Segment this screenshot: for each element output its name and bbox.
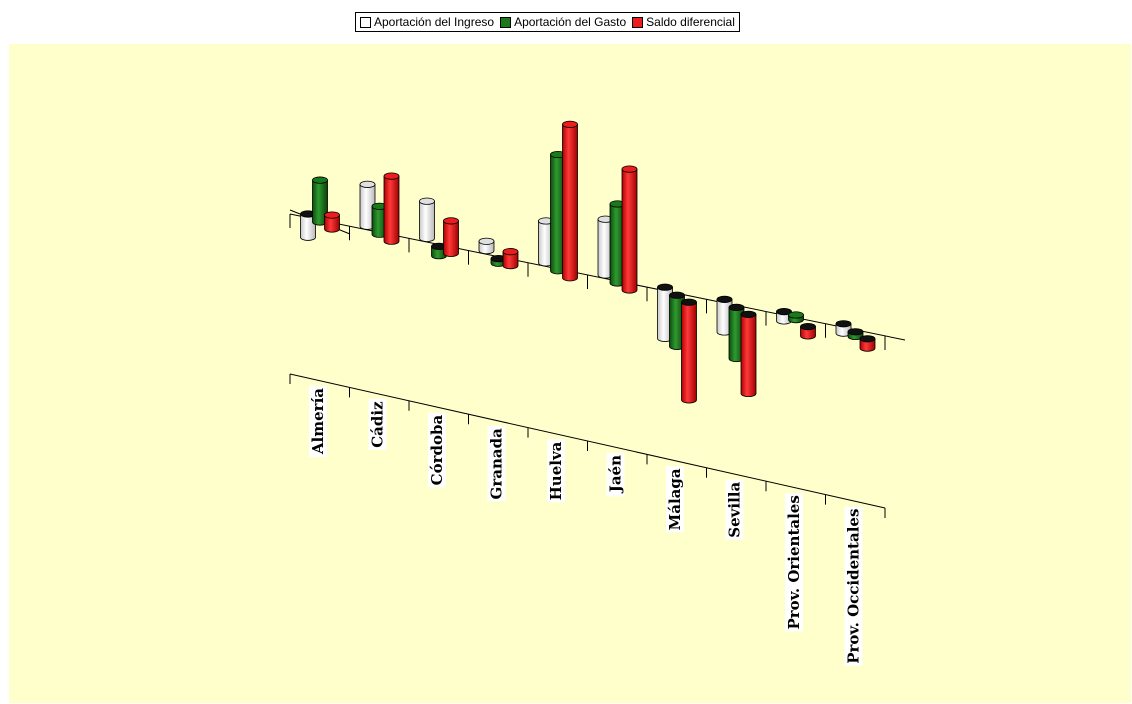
bar-cap-gasto-prov-orientales [788,311,804,319]
bar-cap-gasto-sevilla [728,303,745,311]
category-label-prov-occidentales: Prov. Occidentales [845,509,863,664]
category-label-cordoba: Córdoba [428,415,446,486]
bar-gasto-prov-orientales [788,311,804,324]
category-label-jaen: Jaén [607,455,625,494]
category-label-group-huelva: Huelva [547,439,565,503]
bar-cap-ingreso-sevilla [716,295,733,303]
bar-saldo-cadiz [383,172,400,245]
bar-gasto-malaga [669,291,685,350]
chart-legend: Aportación del Ingreso Aportación del Ga… [355,12,740,32]
bar-saldo-prov-occidentales [859,335,876,352]
bar-body-saldo-malaga [681,301,697,404]
bar-ingreso-jaen [597,215,614,279]
bar-cap-ingreso-prov-occidentales [835,320,852,328]
legend-label-gasto: Aportación del Gasto [514,15,627,29]
category-label-huelva: Huelva [547,441,565,500]
bar-body-saldo-huelva [562,123,578,282]
bar-ingreso-granada [478,237,495,255]
category-label-group-sevilla: Sevilla [725,479,744,540]
bar-cap-saldo-cadiz [383,172,400,180]
category-label-cadiz: Cádiz [369,401,387,448]
category-label-sevilla: Sevilla [726,482,744,538]
category-label-group-cordoba: Córdoba [428,412,446,488]
bar-cap-saldo-huelva [562,120,578,128]
bar-saldo-malaga [681,298,697,404]
category-label-granada: Granada [488,428,506,500]
legend-item-saldo: Saldo diferencial [632,15,735,29]
axes-layer [289,209,906,518]
bar-body-saldo-granada [502,251,519,270]
legend-item-gasto: Aportación del Gasto [500,15,626,29]
category-label-bg-almeria [309,385,327,458]
bar-cap-ingreso-cadiz [359,180,376,188]
legend-label-ingreso: Aportación del Ingreso [374,15,495,29]
bar-saldo-almeria [324,211,340,233]
bar-saldo-cordoba [443,217,459,257]
bar-cap-gasto-prov-occidentales [847,328,864,336]
bar-body-saldo-cadiz [383,175,400,245]
bar-body-ingreso-cordoba [419,200,435,242]
category-label-bg-prov-occidentales [844,506,863,666]
bar-cap-saldo-sevilla [740,310,757,318]
legend-label-saldo: Saldo diferencial [646,15,735,29]
bar-body-ingreso-almeria [300,213,316,241]
bar-gasto-prov-occidentales [847,328,864,341]
bar-ingreso-huelva [538,217,554,267]
category-label-bg-granada [487,425,506,502]
bar-body-saldo-jaen [621,168,638,294]
category-label-malaga: Málaga [666,468,684,530]
bar-cap-saldo-prov-orientales [800,322,816,331]
bar-gasto-sevilla [728,303,745,363]
bar-cap-saldo-almeria [324,211,340,219]
bar-cap-saldo-granada [502,248,519,256]
category-label-almeria: Almería [309,388,327,455]
bar-ingreso-cordoba [419,197,435,242]
bar-cap-saldo-malaga [681,298,697,306]
bar-cap-gasto-almeria [312,176,328,184]
category-label-prov-orientales: Prov. Orientales [785,495,803,629]
bar-saldo-granada [502,248,519,270]
category-label-group-jaen: Jaén [606,452,625,497]
category-label-bg-sevilla [725,479,744,540]
bar-cap-ingreso-granada [478,237,495,245]
category-label-bg-malaga [666,466,684,533]
legend-swatch-saldo [632,16,644,28]
bar-gasto-jaen [609,200,626,287]
bar-body-saldo-almeria [324,214,340,233]
bar-cap-saldo-jaen [621,165,638,173]
bar-saldo-sevilla [740,310,757,398]
legend-item-ingreso: Aportación del Ingreso [360,15,494,29]
bar-cap-ingreso-cordoba [419,197,435,205]
category-label-bg-cordoba [428,412,446,488]
category-label-group-granada: Granada [487,425,506,502]
category-labels: Almería Cádiz Córdoba Granada Huelva Jaén Mála… [309,385,863,666]
category-label-group-cadiz: Cádiz [368,398,387,450]
bar-ingreso-prov-orientales [776,307,792,325]
bar-cap-ingreso-malaga [657,283,673,291]
category-label-group-almeria: Almería [309,385,327,458]
bar-saldo-prov-orientales [800,322,816,340]
bars-layer [300,120,876,404]
bar-cap-saldo-prov-occidentales [859,335,876,343]
category-label-group-prov-orientales: Prov. Orientales [785,493,803,632]
legend-swatch-ingreso [360,16,371,28]
bar-cap-saldo-cordoba [443,217,459,225]
category-label-bg-prov-orientales [785,493,803,632]
category-label-bg-cadiz [368,398,387,450]
legend-swatch-gasto [500,16,512,28]
bar-saldo-huelva [562,120,578,282]
bar-body-saldo-cordoba [443,220,459,257]
bar-gasto-huelva [550,150,566,275]
bar-cap-ingreso-prov-orientales [776,307,792,316]
bar-cap-gasto-malaga [669,291,685,299]
category-label-group-malaga: Málaga [666,466,684,533]
category-label-bg-jaen [606,452,625,497]
bar-body-saldo-sevilla [740,314,757,398]
bar-saldo-jaen [621,165,638,294]
category-label-group-prov-occidentales: Prov. Occidentales [844,506,863,666]
category-label-bg-huelva [547,439,565,503]
